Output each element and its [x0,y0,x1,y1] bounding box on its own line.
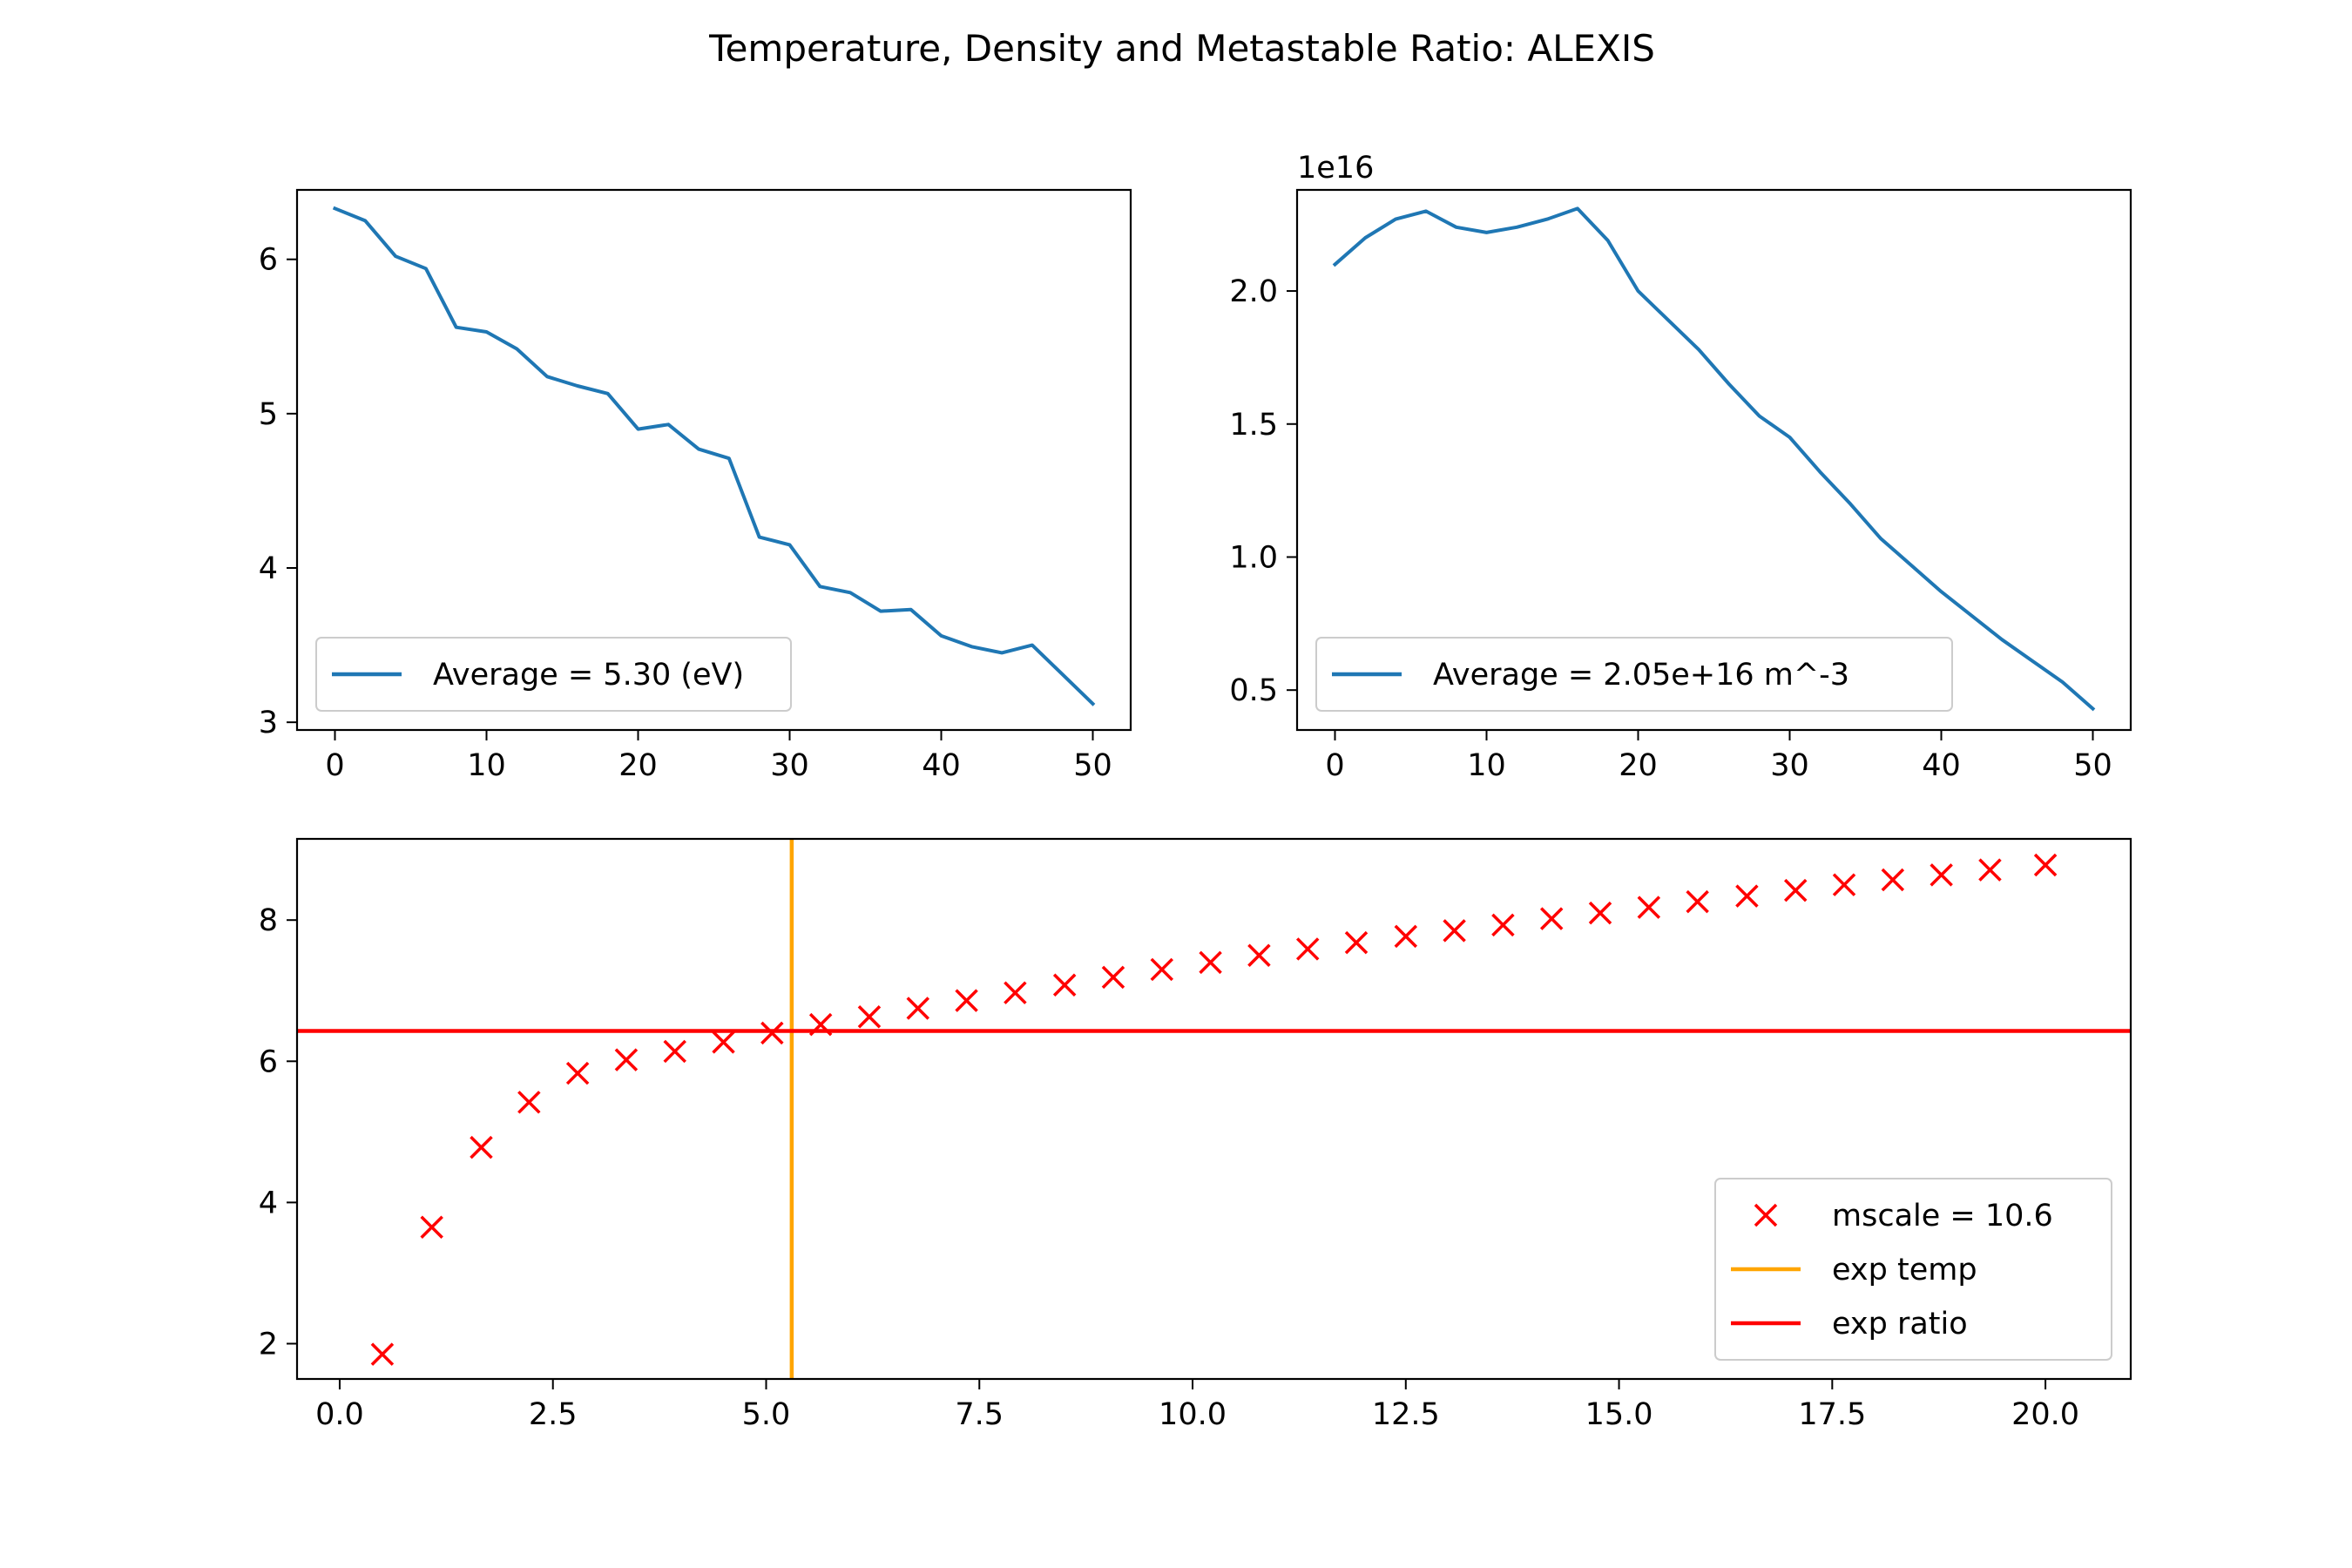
ratio-data-point [370,1342,395,1366]
temperature-x-tick-label: 10 [467,748,506,783]
ratio-data-point [565,1061,590,1085]
ratio-data-point [663,1039,686,1064]
density-x-tick-label: 20 [1619,748,1658,783]
ratio-x-tick-label: 5.0 [742,1397,791,1432]
ratio-x-tick-label: 17.5 [1798,1397,1866,1432]
ratio-data-point [1344,930,1369,955]
temperature-x-tick-label: 40 [922,748,961,783]
temperature-legend-label: Average = 5.30 (eV) [433,658,744,693]
ratio-data-point [1686,889,1709,914]
ratio-legend: mscale = 10.6 exp temp exp ratio [1714,1178,2112,1361]
ratio-data-point [2033,853,2058,877]
ratio-data-point [1930,863,1953,887]
temperature-series-line [332,206,1096,706]
density-x-tick-label: 30 [1770,748,1809,783]
temperature-plot-area [332,206,1096,706]
ratio-y-tick-label: 8 [259,903,278,938]
density-y-tick-label: 1.5 [1229,408,1278,443]
ratio-data-point [712,1031,735,1054]
density-axes-frame [1295,188,2132,732]
temperature-chart: 0 10 20 30 40 50 3 4 5 6 Average = 5.30 (eV) [259,188,1132,783]
ratio-data-point [1443,919,1466,943]
ratio-data-point [1101,965,1125,990]
density-x-tick-label: 10 [1467,748,1506,783]
ratio-data-point [1199,950,1222,975]
ratio-x-tick-label: 20.0 [2011,1397,2079,1432]
temperature-y-tick-label: 5 [259,397,278,432]
temperature-legend-box [315,637,792,712]
ratio-plot-area [297,839,2131,1379]
ratio-chart: 0.0 2.5 5.0 7.5 10.0 12.5 15.0 17.5 20.0 2 4 6 8 msca… [259,837,2132,1432]
ratio-y-tick-label: 4 [259,1186,278,1220]
temperature-x-tick-label: 0 [325,748,344,783]
ratio-data-point [1783,878,1808,902]
ratio-data-point [614,1048,639,1071]
ratio-data-point [906,997,929,1020]
ratio-legend-label: exp ratio [1832,1307,1968,1342]
density-legend: Average = 2.05e+16 m^-3 [1315,637,1953,712]
ratio-data-point [1052,973,1077,997]
ratio-data-point [1637,896,1661,919]
density-y-tick-label: 2.0 [1229,274,1278,309]
ratio-data-point [1978,858,2002,882]
temperature-axes-frame [295,188,1132,732]
density-x-tick-label: 0 [1325,748,1344,783]
temperature-legend: Average = 5.30 (eV) [315,637,792,712]
ratio-data-point [1004,981,1027,1004]
ratio-data-point [955,989,978,1012]
density-series-line [1332,206,2096,712]
ratio-x-tick-label: 15.0 [1585,1397,1653,1432]
figure-title: Temperature, Density and Metastable Rati… [708,27,1655,70]
ratio-data-point [1150,957,1174,982]
temperature-y-tick-label: 4 [259,551,278,586]
ratio-data-point [1394,924,1418,949]
density-x-tick-label: 40 [1922,748,1961,783]
ratio-y-tick-label: 2 [259,1327,278,1362]
ratio-data-point [1735,884,1759,908]
ratio-x-tick-label: 2.5 [529,1397,578,1432]
ratio-data-point [470,1135,493,1159]
density-chart: 0 10 20 30 40 50 0.5 1.0 1.5 2.0 1e16 Average = 2.0… [1229,151,2132,783]
ratio-data-point [1588,901,1612,925]
density-y-tick-label: 1.0 [1229,540,1278,575]
ratio-data-point [517,1091,541,1114]
ratio-x-tick-label: 12.5 [1372,1397,1440,1432]
ratio-x-tick-label: 0.0 [315,1397,364,1432]
ratio-data-point [1832,873,1856,896]
ratio-data-point [1881,868,1905,892]
ratio-legend-box [1714,1178,2112,1361]
density-legend-label: Average = 2.05e+16 m^-3 [1433,658,1849,693]
temperature-x-tick-label: 20 [618,748,658,783]
ratio-data-point [1295,937,1320,961]
ratio-data-point [760,1021,784,1045]
density-offset-text: 1e16 [1297,151,1374,186]
ratio-data-point [1539,907,1564,930]
density-plot-area [1332,206,2096,712]
ratio-data-point [420,1215,443,1239]
temperature-x-tick-label: 50 [1073,748,1112,783]
temperature-y-tick-label: 6 [259,243,278,278]
ratio-legend-marker [1754,1203,1778,1227]
ratio-legend-label: mscale = 10.6 [1832,1199,2053,1233]
density-x-tick-label: 50 [2073,748,2112,783]
density-y-tick-label: 0.5 [1229,673,1278,708]
temperature-x-tick-label: 30 [770,748,809,783]
ratio-data-point [1491,913,1515,937]
ratio-data-point [857,1005,882,1029]
ratio-legend-label: exp temp [1832,1253,1977,1288]
ratio-y-tick-label: 6 [259,1044,278,1079]
ratio-x-tick-label: 10.0 [1159,1397,1227,1432]
ratio-axes-frame [295,837,2132,1381]
ratio-x-tick-label: 7.5 [955,1397,1004,1432]
density-legend-box [1315,637,1953,712]
ratio-data-point [1247,943,1271,967]
temperature-y-tick-label: 3 [259,706,278,740]
